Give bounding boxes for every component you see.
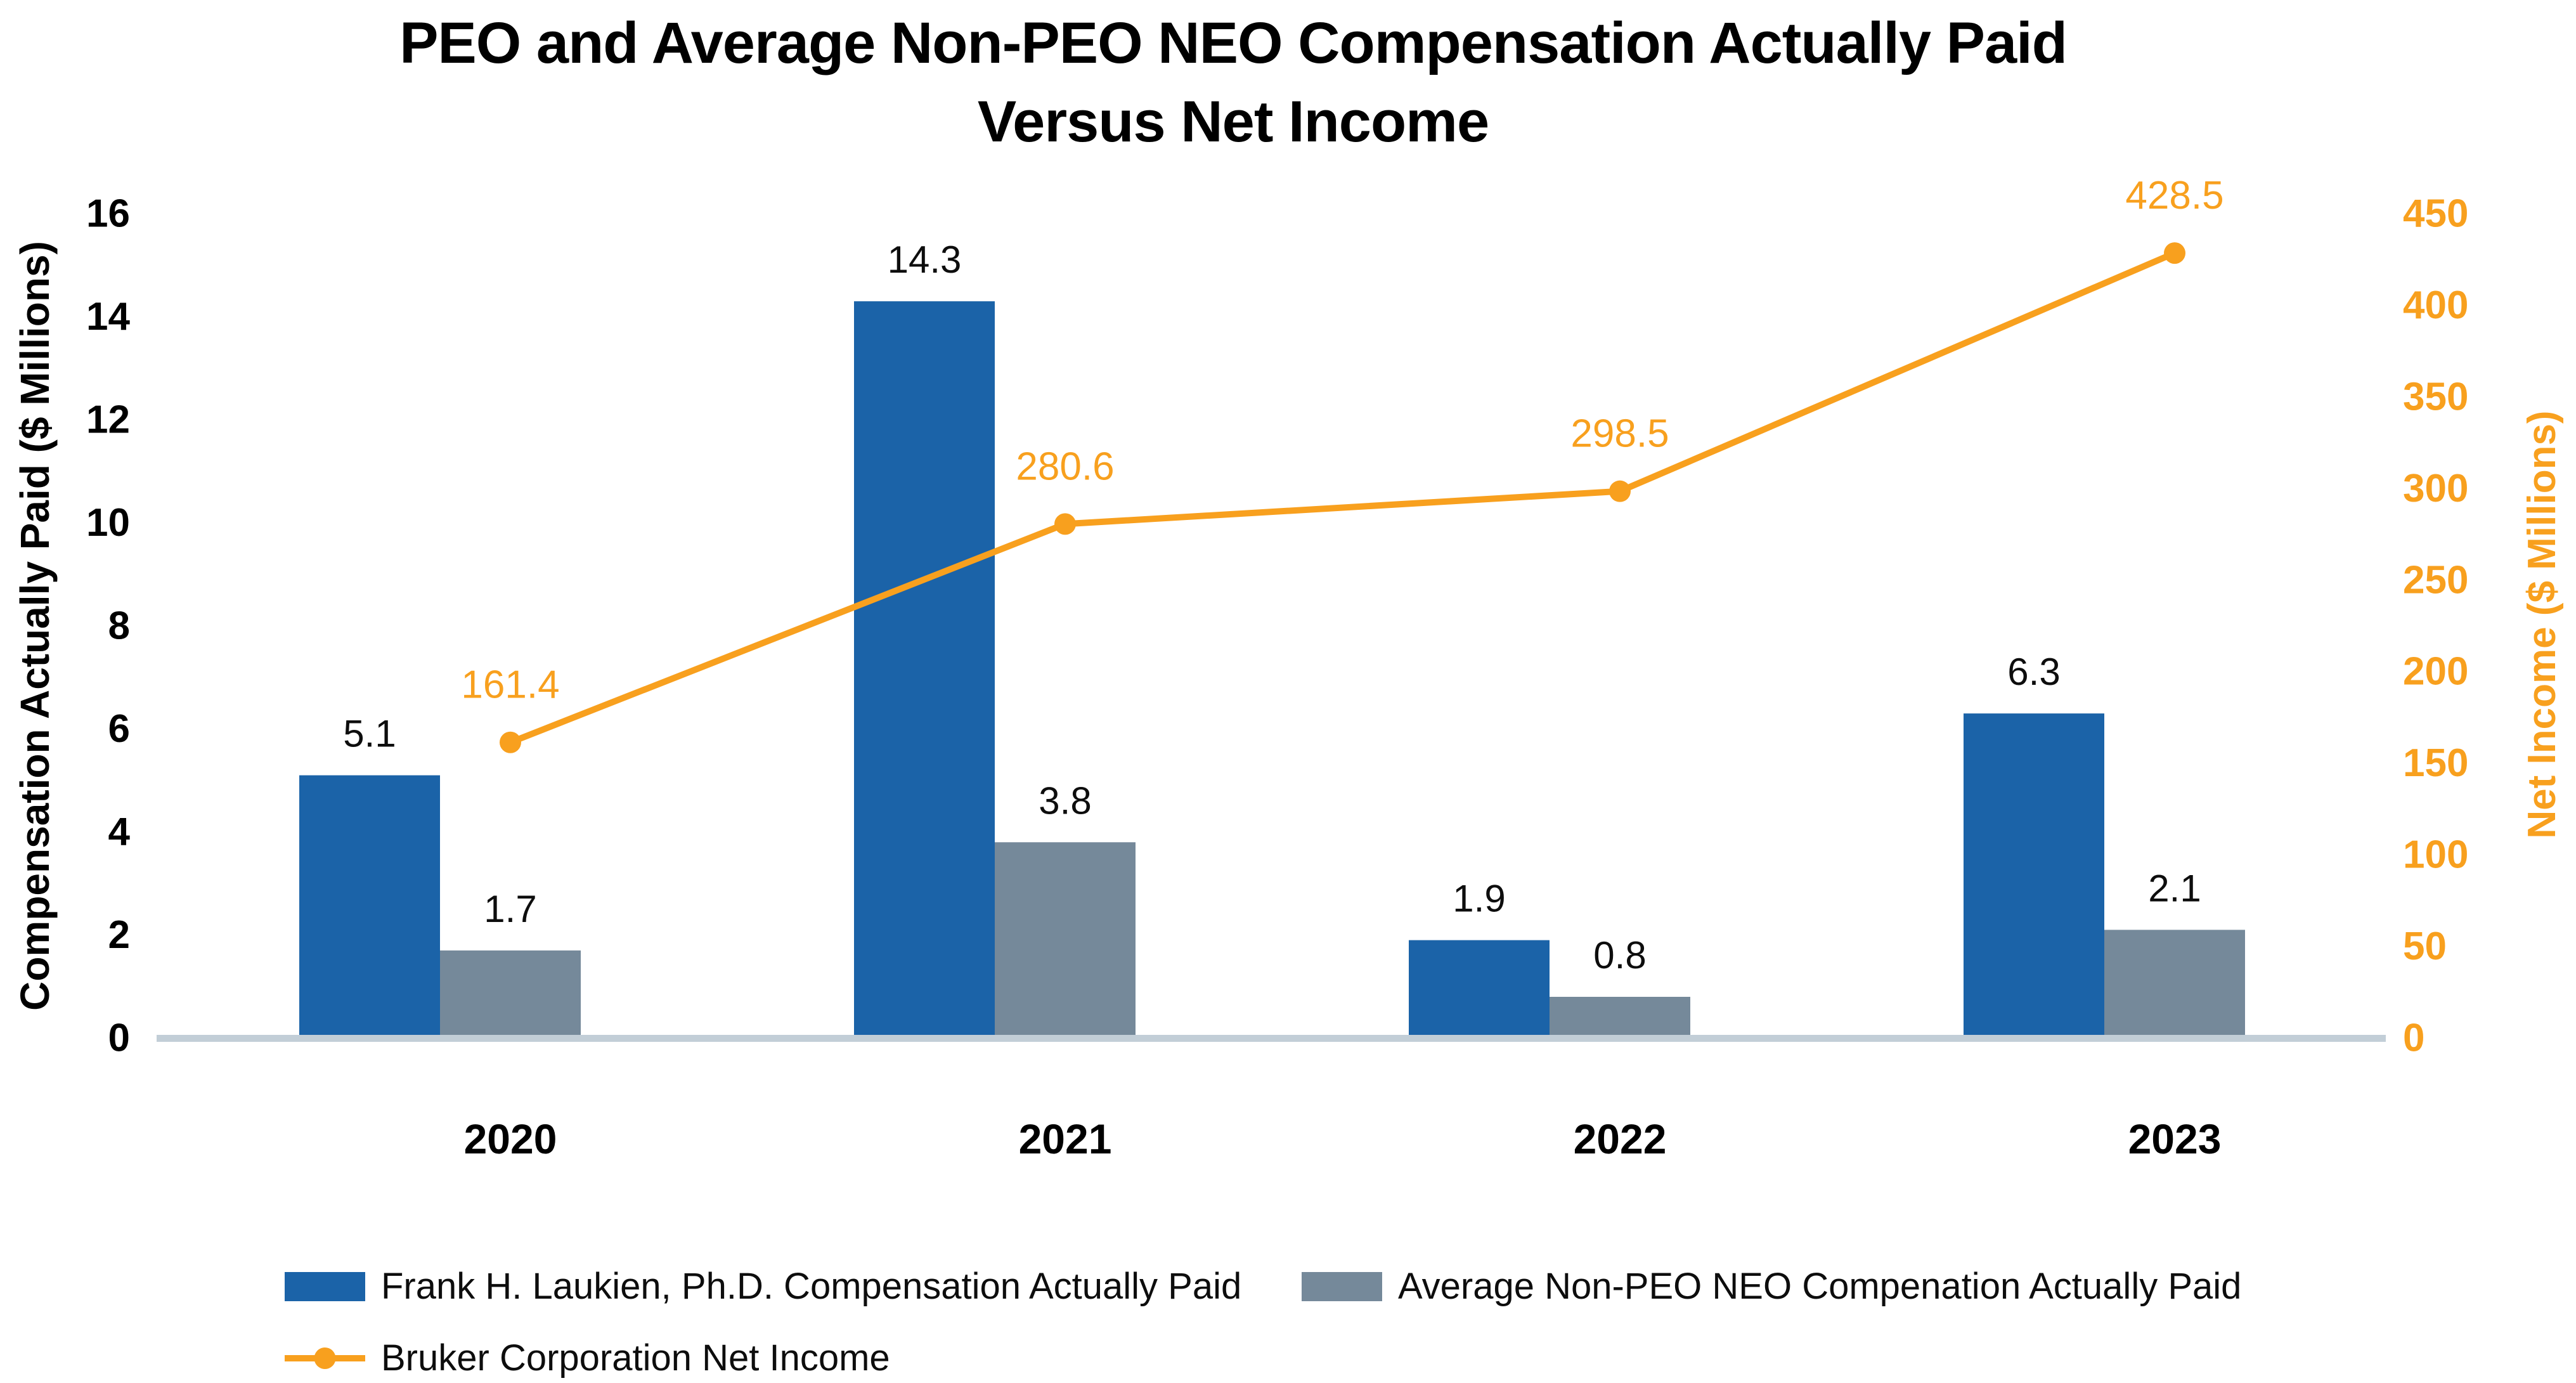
legend-line-marker-icon bbox=[285, 1347, 365, 1369]
left-axis-tick-0: 0 bbox=[108, 1016, 130, 1060]
left-axis-tick-10: 10 bbox=[86, 501, 130, 545]
net-income-line bbox=[507, 250, 2178, 746]
legend-swatch-neo-bar bbox=[1302, 1271, 1382, 1301]
chart-title-line1: PEO and Average Non-PEO NEO Compensation… bbox=[399, 11, 2068, 75]
right-axis-tick-250: 250 bbox=[2403, 558, 2468, 602]
line-marker-2020 bbox=[500, 731, 521, 753]
right-axis-tick-350: 350 bbox=[2403, 375, 2468, 419]
bar-neo-2022 bbox=[1550, 997, 1690, 1042]
left-axis-tick-16: 16 bbox=[86, 192, 130, 236]
bar-neo-2023 bbox=[2104, 930, 2245, 1042]
bar-neo-2020 bbox=[440, 950, 581, 1042]
bar-peo-2020 bbox=[299, 775, 440, 1042]
legend-label-neo-bar: Average Non-PEO NEO Compenation Actually… bbox=[1398, 1266, 2242, 1307]
x-axis-label-2022: 2022 bbox=[1574, 1115, 1667, 1162]
x-axis-label-2020: 2020 bbox=[464, 1115, 557, 1162]
legend-item-peo-bar: Frank H. Laukien, Ph.D. Compensation Act… bbox=[285, 1265, 1241, 1308]
x-axis-baseline bbox=[157, 1035, 2386, 1042]
bar-neo-2021 bbox=[995, 842, 1136, 1042]
right-axis-tick-200: 200 bbox=[2403, 650, 2468, 694]
bar-label-peo-2020: 5.1 bbox=[343, 713, 396, 755]
right-axis-tick-150: 150 bbox=[2403, 741, 2468, 785]
left-axis-tick-8: 8 bbox=[108, 604, 130, 648]
legend-label-peo-bar: Frank H. Laukien, Ph.D. Compensation Act… bbox=[381, 1266, 1242, 1307]
bar-label-peo-2021: 14.3 bbox=[888, 238, 962, 281]
line-label-2022: 298.5 bbox=[1570, 412, 1669, 456]
line-label-2021: 280.6 bbox=[1016, 445, 1114, 488]
left-axis-tick-14: 14 bbox=[86, 295, 130, 339]
right-axis-tick-50: 50 bbox=[2403, 925, 2447, 968]
right-axis-tick-400: 400 bbox=[2403, 283, 2468, 327]
line-marker-2021 bbox=[1054, 513, 1076, 535]
left-axis-tick-4: 4 bbox=[108, 810, 131, 854]
right-axis-tick-300: 300 bbox=[2403, 467, 2468, 510]
legend-item-neo-bar: Average Non-PEO NEO Compenation Actually… bbox=[1302, 1265, 2241, 1308]
bar-peo-2023 bbox=[1964, 713, 2104, 1042]
right-axis-tick-100: 100 bbox=[2403, 833, 2468, 877]
legend-label-net-income-line: Bruker Corporation Net Income bbox=[381, 1337, 890, 1379]
bar-label-neo-2020: 1.7 bbox=[484, 888, 536, 930]
legend-swatch-peo-bar bbox=[285, 1271, 365, 1301]
line-label-2020: 161.4 bbox=[461, 663, 559, 707]
line-label-2023: 428.5 bbox=[2125, 174, 2223, 218]
bar-label-peo-2022: 1.9 bbox=[1453, 878, 1505, 920]
chart-title: PEO and Average Non-PEO NEO Compensation… bbox=[0, 4, 2466, 161]
right-axis-tick-450: 450 bbox=[2403, 192, 2468, 236]
left-axis-tick-2: 2 bbox=[108, 913, 130, 957]
bar-label-neo-2023: 2.1 bbox=[2148, 867, 2201, 909]
left-axis-tick-6: 6 bbox=[108, 707, 130, 751]
x-axis-label-2023: 2023 bbox=[2128, 1115, 2222, 1162]
line-marker-2023 bbox=[2164, 242, 2185, 264]
bar-label-neo-2021: 3.8 bbox=[1039, 779, 1091, 822]
bar-label-peo-2023: 6.3 bbox=[2007, 651, 2060, 693]
bar-label-neo-2022: 0.8 bbox=[1593, 934, 1646, 977]
right-axis-tick-0: 0 bbox=[2403, 1016, 2424, 1060]
bar-peo-2022 bbox=[1409, 940, 1550, 1042]
legend-item-net-income-line: Bruker Corporation Net Income bbox=[285, 1337, 890, 1379]
left-axis-tick-12: 12 bbox=[86, 398, 130, 442]
bar-peo-2021 bbox=[854, 301, 995, 1042]
line-marker-2022 bbox=[1609, 480, 1631, 502]
x-axis-label-2021: 2021 bbox=[1019, 1115, 1112, 1162]
chart-title-line2: Versus Net Income bbox=[977, 89, 1489, 154]
